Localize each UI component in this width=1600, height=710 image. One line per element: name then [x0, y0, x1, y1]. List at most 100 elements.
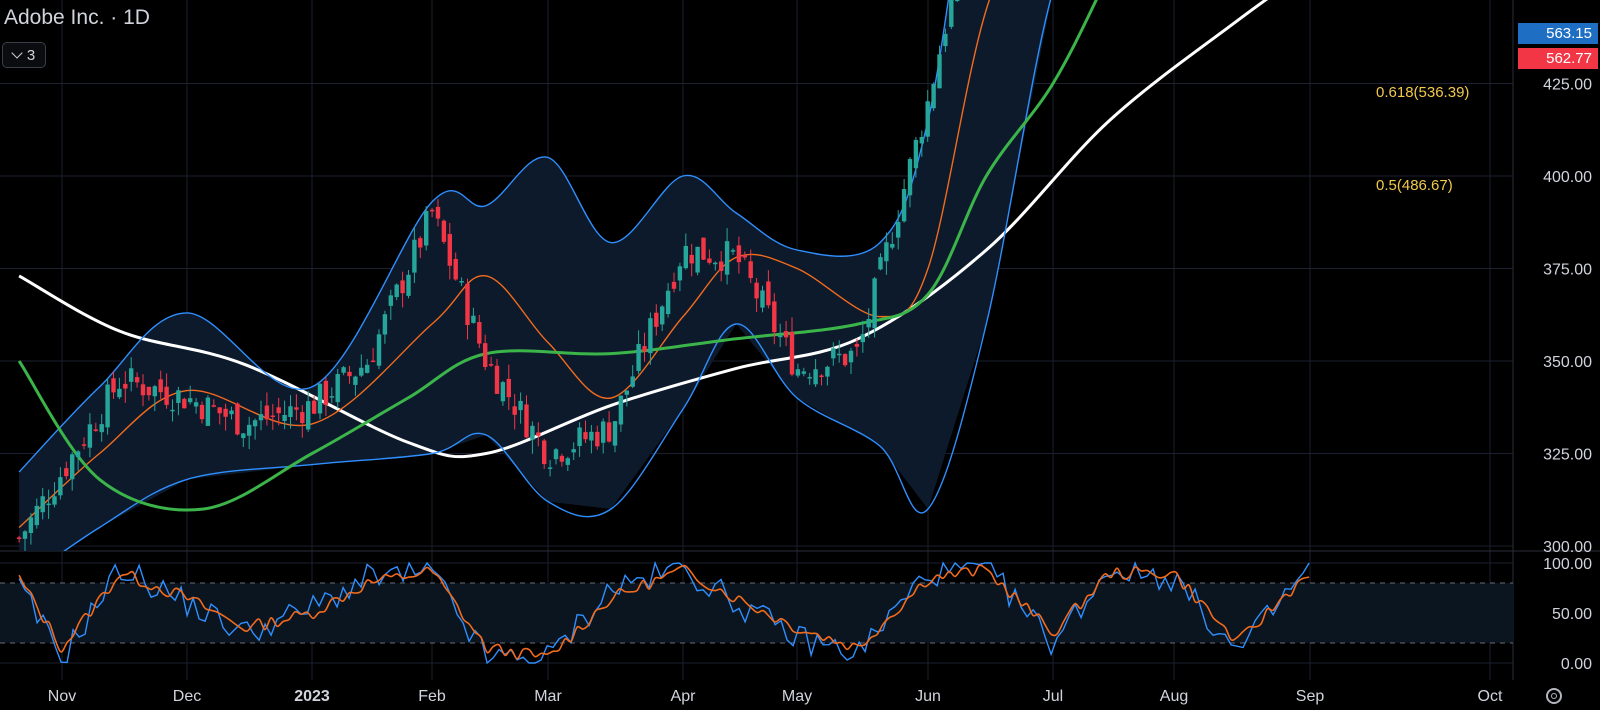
candle-body [571, 449, 576, 453]
candle-body [547, 467, 553, 469]
candle-body [943, 33, 948, 47]
grid-lines [0, 0, 1513, 680]
candle-body [235, 403, 240, 435]
candle-body [441, 220, 447, 242]
candle-body [365, 364, 370, 373]
indicators-toggle-button[interactable]: 3 [2, 42, 46, 68]
candle-body [465, 283, 470, 326]
candle-body [642, 346, 647, 352]
candle-body [713, 262, 718, 265]
candle-body [878, 257, 883, 270]
candle-body [819, 375, 824, 377]
time-tick-label: Aug [1160, 688, 1188, 705]
candle-body [46, 503, 51, 506]
price-pane [16, 0, 1269, 551]
symbol-title: Adobe Inc. · 1D [4, 6, 150, 29]
candle-body [311, 400, 317, 414]
candle-body [807, 377, 812, 379]
candle-body [789, 332, 795, 375]
candle-body [252, 420, 258, 427]
candle-body [406, 274, 411, 296]
candle-body [748, 261, 753, 279]
candle-body [949, 0, 954, 27]
time-tick-label: Sep [1296, 688, 1325, 705]
last-price-tag: 562.77 [1518, 48, 1598, 69]
candle-body [477, 322, 482, 344]
time-tick-label: Mar [534, 688, 562, 705]
candle-body [382, 314, 388, 335]
candle-body [931, 84, 936, 109]
candle-body [648, 318, 653, 354]
candle-body [353, 376, 358, 385]
candle-body [28, 517, 34, 533]
candle-body [719, 261, 724, 271]
candle-body [258, 414, 264, 421]
candle-body [624, 390, 629, 395]
price-tick-label: 400.00 [1543, 169, 1592, 186]
candle-body [359, 367, 364, 376]
candle-body [654, 312, 659, 327]
candle-body [665, 290, 671, 315]
candle-body [58, 477, 63, 496]
time-tick-label: Apr [671, 688, 697, 705]
candle-body [854, 343, 860, 347]
candle-body [429, 209, 435, 212]
candle-body [140, 384, 146, 396]
stoch-tick-label: 0.00 [1561, 656, 1592, 673]
candle-body [559, 455, 565, 462]
candle-body [335, 374, 340, 403]
candle-body [129, 368, 134, 382]
time-tick-label: Dec [173, 688, 201, 705]
candle-body [660, 306, 665, 325]
candle-body [412, 239, 417, 273]
candle-body [81, 444, 87, 446]
candle-body [754, 282, 759, 299]
candle-body [158, 379, 163, 393]
candle-body [424, 211, 429, 246]
candle-body [783, 331, 789, 338]
candle-body [831, 348, 836, 359]
candle-body [701, 237, 706, 260]
time-tick-label: 2023 [294, 688, 330, 705]
candle-body [211, 405, 216, 407]
candle-body [919, 136, 924, 144]
candle-body [901, 189, 907, 222]
indicator-count: 3 [26, 46, 36, 64]
candle-body [52, 496, 57, 505]
candle-body [530, 425, 535, 440]
candle-body [164, 386, 169, 405]
candle-body [837, 353, 842, 356]
candle-body [146, 386, 152, 396]
candle-body [111, 378, 116, 393]
candle-body [447, 234, 452, 266]
candle-body [848, 350, 854, 363]
candle-body [247, 424, 252, 436]
candle-body [512, 406, 517, 415]
candle-body [601, 421, 606, 443]
bollinger-lower-line [62, 0, 1052, 551]
candle-body [105, 384, 110, 428]
candle-body [241, 433, 246, 439]
stoch-tick-label: 100.00 [1543, 556, 1592, 573]
candle-body [394, 284, 399, 298]
candle-body [471, 315, 476, 323]
candle-body [87, 424, 93, 448]
candle-body [778, 335, 783, 338]
candle-body [176, 390, 181, 403]
candle-body [152, 386, 157, 397]
candle-body [606, 422, 612, 442]
candle-body [459, 280, 464, 283]
candle-body [671, 281, 677, 289]
settings-gear-icon[interactable] [1546, 688, 1562, 704]
candle-body [347, 371, 352, 377]
sma200-line [18, 0, 1269, 459]
time-tick-label: Jun [915, 688, 941, 705]
candle-body [813, 369, 818, 385]
candle-body [418, 238, 423, 248]
candle-body [913, 139, 919, 169]
time-tick-label: Feb [418, 688, 446, 705]
candle-body [276, 407, 281, 414]
candle-body [483, 343, 488, 368]
candle-body [93, 429, 98, 431]
